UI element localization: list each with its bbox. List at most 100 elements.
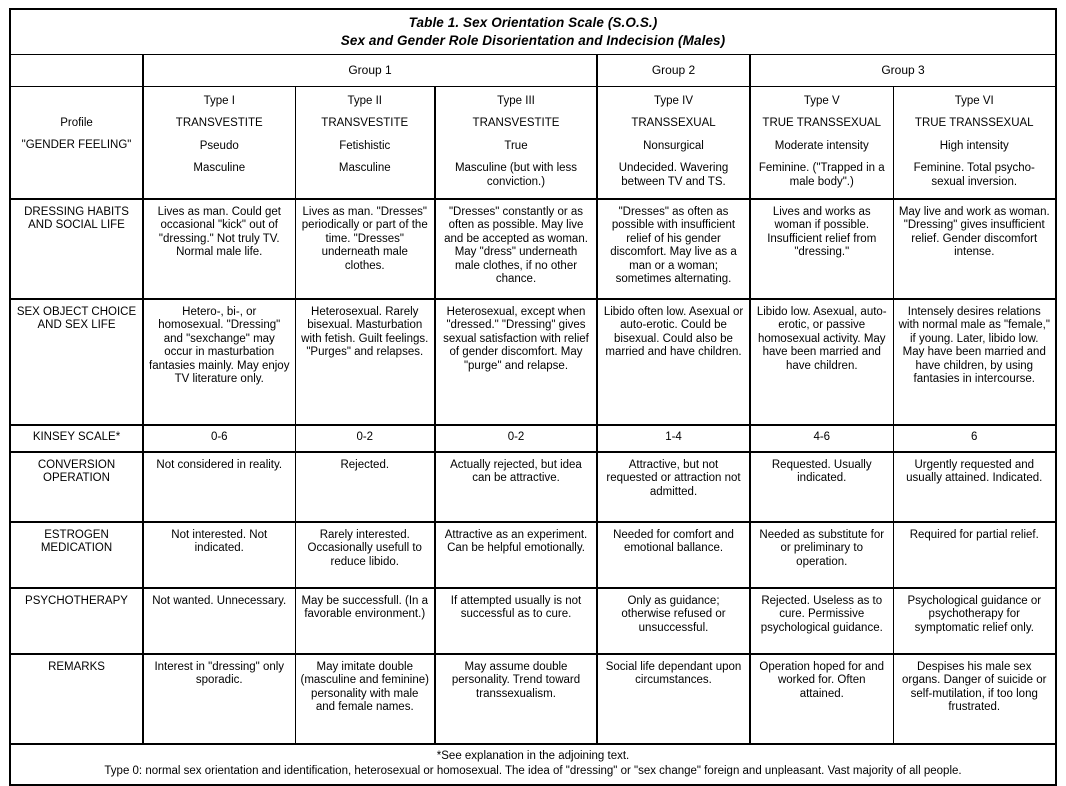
table-cell: 0-6: [142, 424, 296, 453]
group-header-row: Group 1 Group 2 Group 3: [9, 53, 1057, 87]
table-cell: Intensely desires relations with normal …: [892, 298, 1057, 426]
sos-table: Table 1. Sex Orientation Scale (S.O.S.) …: [9, 8, 1058, 786]
profile-feeling: Masculine (but with less conviction.): [454, 162, 578, 189]
profile-cell-type-3: Type III TRANSVESTITE True Masculine (bu…: [434, 85, 598, 200]
table-cell: Heterosexual, except when "dressed." "Dr…: [434, 298, 598, 426]
profile-cell-type-2: Type II TRANSVESTITE Fetishistic Masculi…: [294, 85, 436, 200]
table-cell: 0-2: [434, 424, 598, 453]
group-header-corner: [9, 53, 144, 87]
table-cell: Urgently requested and usually attained.…: [892, 451, 1057, 523]
row-label: CONVERSION OPERATION: [9, 451, 144, 523]
table-cell: Actually rejected, but idea can be attra…: [434, 451, 598, 523]
table-cell: Lives as man. Could get occasional "kick…: [142, 198, 296, 300]
table-cell: May assume double personality. Trend tow…: [434, 653, 598, 745]
table-cell: Not considered in reality.: [142, 451, 296, 523]
profile-type: Type I: [203, 94, 235, 107]
row-label: PSYCHOTHERAPY: [9, 587, 144, 655]
footnote-asterisk: *See explanation in the adjoining text.: [436, 749, 630, 762]
profile-qualifier: Nonsurgical: [643, 139, 704, 152]
table-row: DRESSING HABITS AND SOCIAL LIFE Lives as…: [9, 198, 1057, 300]
profile-type: Type IV: [654, 94, 693, 107]
table-cell: May live and work as woman. "Dressing" g…: [892, 198, 1057, 300]
profile-row-label: Profile "GENDER FEELING": [9, 85, 144, 200]
profile-row: Profile "GENDER FEELING" Type I TRANSVES…: [9, 85, 1057, 200]
table-cell: 6: [892, 424, 1057, 453]
profile-cell-type-4: Type IV TRANSSEXUAL Nonsurgical Undecide…: [596, 85, 751, 200]
table-row: ESTROGEN MEDICATION Not interested. Not …: [9, 521, 1057, 589]
table-cell: Only as guidance; otherwise refused or u…: [596, 587, 751, 655]
table-title: Table 1. Sex Orientation Scale (S.O.S.) …: [9, 8, 1057, 55]
profile-qualifier: True: [504, 139, 528, 152]
footnotes: *See explanation in the adjoining text. …: [9, 742, 1057, 786]
profile-type: Type II: [347, 94, 383, 107]
table-cell: Lives as man. "Dresses" periodically or …: [294, 198, 436, 300]
profile-category: TRUE TRANSSEXUAL: [914, 117, 1034, 130]
table-cell: Attractive, but not requested or attract…: [596, 451, 751, 523]
profile-category: TRANSVESTITE: [321, 117, 409, 130]
profile-label-line-1: Profile: [60, 116, 93, 129]
table-cell: Not wanted. Unnecessary.: [142, 587, 296, 655]
profile-category: TRANSVESTITE: [175, 117, 263, 130]
table-cell: "Dresses" constantly or as often as poss…: [434, 198, 598, 300]
profile-cell-type-1: Type I TRANSVESTITE Pseudo Masculine: [142, 85, 296, 200]
profile-qualifier: Fetishistic: [339, 139, 391, 152]
title-line-2: Sex and Gender Role Disorientation and I…: [340, 32, 726, 48]
table-cell: Required for partial relief.: [892, 521, 1057, 589]
table-cell: Needed for comfort and emotional ballanc…: [596, 521, 751, 589]
table-cell: Lives and works as woman if possible. In…: [749, 198, 894, 300]
table-cell: Requested. Usually indicated.: [749, 451, 894, 523]
profile-feeling: Masculine: [338, 162, 391, 175]
table-cell: Libido often low. Asexual or auto-erotic…: [596, 298, 751, 426]
table-row: REMARKS Interest in "dressing" only spor…: [9, 653, 1057, 745]
title-row: Table 1. Sex Orientation Scale (S.O.S.) …: [9, 8, 1057, 55]
table-cell: Interest in "dressing" only sporadic.: [142, 653, 296, 745]
profile-qualifier: High intensity: [939, 139, 1009, 152]
table-cell: Attractive as an experiment. Can be help…: [434, 521, 598, 589]
row-label: ESTROGEN MEDICATION: [9, 521, 144, 589]
profile-feeling: Undecided. Wavering between TV and TS.: [618, 162, 729, 189]
profile-category: TRUE TRANSSEXUAL: [762, 117, 882, 130]
table-cell: May be successfull. (In a favorable envi…: [294, 587, 436, 655]
row-label: SEX OBJECT CHOICE AND SEX LIFE: [9, 298, 144, 426]
profile-feeling: Feminine. ("Trapped in a male body".): [758, 162, 885, 189]
table-cell: 1-4: [596, 424, 751, 453]
table-cell: Hetero-, bi-, or homosexual. "Dressing" …: [142, 298, 296, 426]
profile-type: Type V: [803, 94, 840, 107]
table-row: SEX OBJECT CHOICE AND SEX LIFE Hetero-, …: [9, 298, 1057, 426]
profile-type: Type III: [497, 94, 535, 107]
profile-label-line-2: "GENDER FEELING": [21, 139, 132, 152]
profile-feeling: Feminine. Total psycho-sexual inversion.: [913, 162, 1035, 189]
table-cell: Despises his male sex organs. Danger of …: [892, 653, 1057, 745]
table-cell: If attempted usually is not successful a…: [434, 587, 598, 655]
row-label: KINSEY SCALE*: [9, 424, 144, 453]
table-row: KINSEY SCALE* 0-6 0-2 0-2 1-4 4-6 6: [9, 424, 1057, 453]
profile-cell-type-5: Type V TRUE TRANSSEXUAL Moderate intensi…: [749, 85, 894, 200]
table-row: PSYCHOTHERAPY Not wanted. Unnecessary. M…: [9, 587, 1057, 655]
group-header-group-1: Group 1: [142, 53, 598, 87]
table-cell: Rejected.: [294, 451, 436, 523]
profile-type: Type VI: [954, 94, 994, 107]
footnote-type-zero: Type 0: normal sex orientation and ident…: [104, 765, 962, 778]
table-cell: May imitate double (masculine and femini…: [294, 653, 436, 745]
group-header-group-3: Group 3: [749, 53, 1057, 87]
profile-qualifier: Pseudo: [199, 139, 239, 152]
table-cell: Not interested. Not indicated.: [142, 521, 296, 589]
page-container: Table 1. Sex Orientation Scale (S.O.S.) …: [9, 8, 1058, 786]
table-cell: Libido low. Asexual, auto-erotic, or pas…: [749, 298, 894, 426]
group-header-group-2: Group 2: [596, 53, 751, 87]
table-row: CONVERSION OPERATION Not considered in r…: [9, 451, 1057, 523]
profile-category: TRANSVESTITE: [472, 117, 560, 130]
footnote-row: *See explanation in the adjoining text. …: [9, 742, 1057, 786]
table-cell: 4-6: [749, 424, 894, 453]
row-label: DRESSING HABITS AND SOCIAL LIFE: [9, 198, 144, 300]
table-cell: "Dresses" as often as possible with insu…: [596, 198, 751, 300]
table-cell: Social life dependant upon circumstances…: [596, 653, 751, 745]
table-cell: Rarely interested. Occasionally usefull …: [294, 521, 436, 589]
profile-qualifier: Moderate intensity: [774, 139, 869, 152]
table-cell: Operation hoped for and worked for. Ofte…: [749, 653, 894, 745]
table-cell: Needed as substitute for or preliminary …: [749, 521, 894, 589]
table-cell: 0-2: [294, 424, 436, 453]
row-label: REMARKS: [9, 653, 144, 745]
title-line-1: Table 1. Sex Orientation Scale (S.O.S.): [408, 15, 658, 30]
profile-feeling: Masculine: [193, 162, 246, 175]
